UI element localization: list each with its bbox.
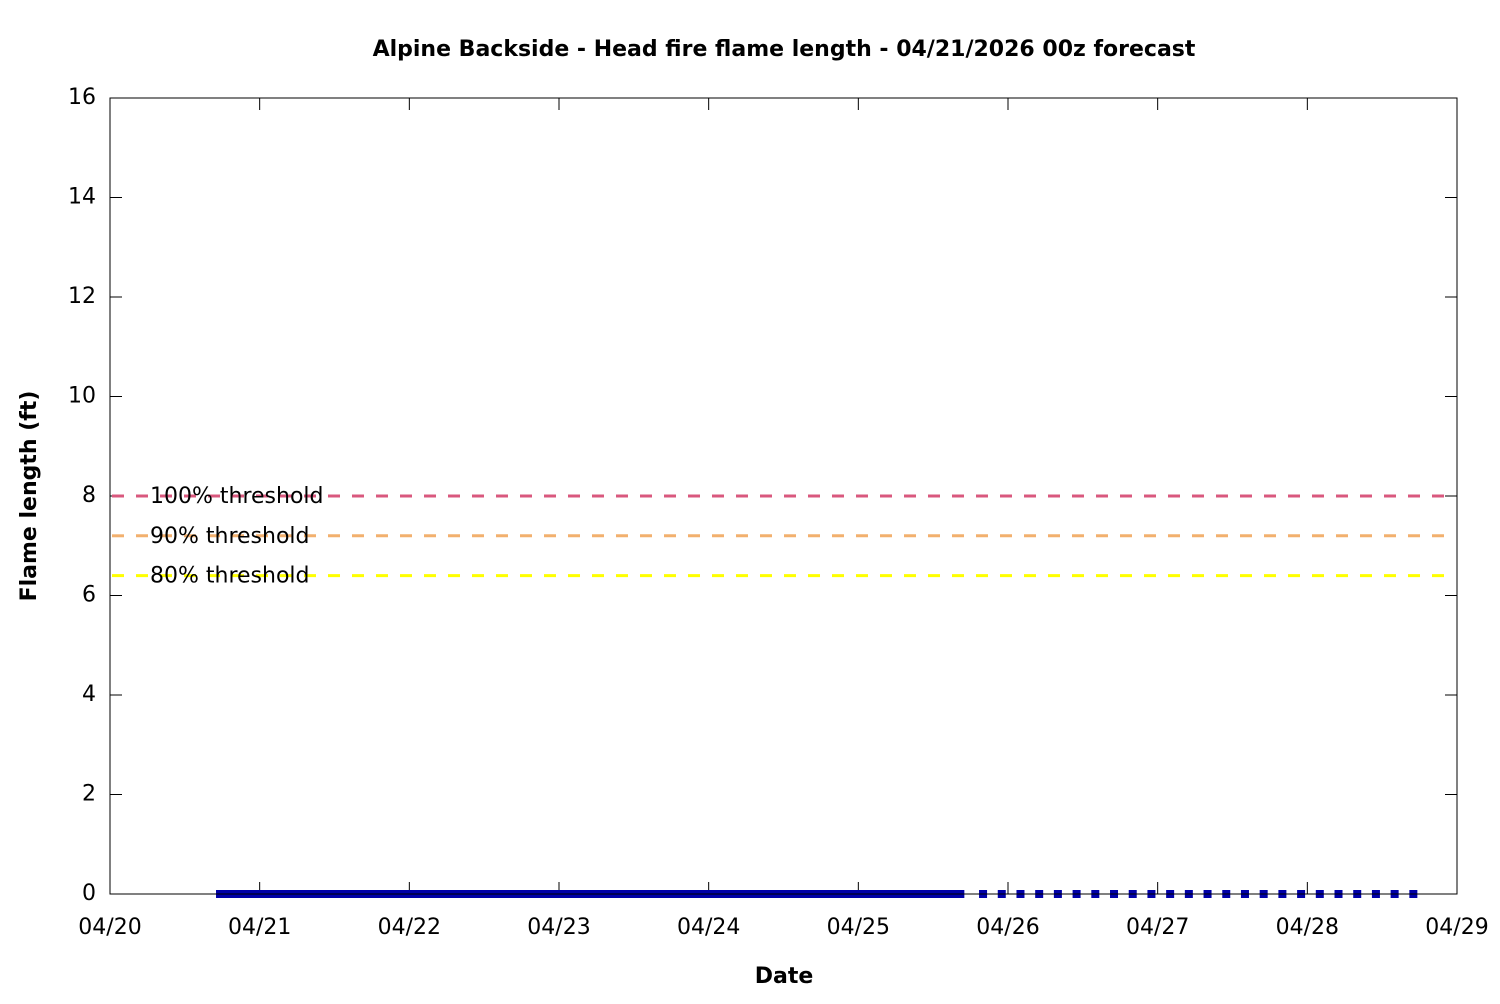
x-tick-label: 04/24: [677, 915, 740, 940]
y-tick-label: 2: [82, 782, 96, 807]
x-tick-label: 04/26: [976, 915, 1039, 940]
y-tick-label: 16: [68, 85, 96, 110]
y-tick-label: 6: [82, 583, 96, 608]
y-tick-label: 4: [82, 682, 96, 707]
x-tick-label: 04/27: [1126, 915, 1189, 940]
threshold-label: 100% threshold: [150, 484, 324, 509]
chart-title: Alpine Backside - Head fire flame length…: [373, 37, 1196, 62]
plot-frame: [109, 97, 1458, 895]
y-tick-label: 8: [82, 483, 96, 508]
threshold-label: 80% threshold: [150, 564, 310, 589]
x-tick-label: 04/29: [1425, 915, 1488, 940]
y-axis-label: Flame length (ft): [17, 391, 42, 602]
y-tick-label: 14: [68, 185, 96, 210]
x-tick-label: 04/28: [1276, 915, 1339, 940]
x-tick-label: 04/25: [827, 915, 890, 940]
x-axis-label: Date: [755, 964, 814, 989]
x-tick-label: 04/22: [378, 915, 441, 940]
threshold-label: 90% threshold: [150, 524, 310, 549]
x-tick-label: 04/23: [527, 915, 590, 940]
y-tick-label: 0: [82, 881, 96, 906]
y-tick-label: 12: [68, 284, 96, 309]
x-tick-label: 04/21: [228, 915, 291, 940]
x-tick-label: 04/20: [78, 915, 141, 940]
y-tick-label: 10: [68, 384, 96, 409]
